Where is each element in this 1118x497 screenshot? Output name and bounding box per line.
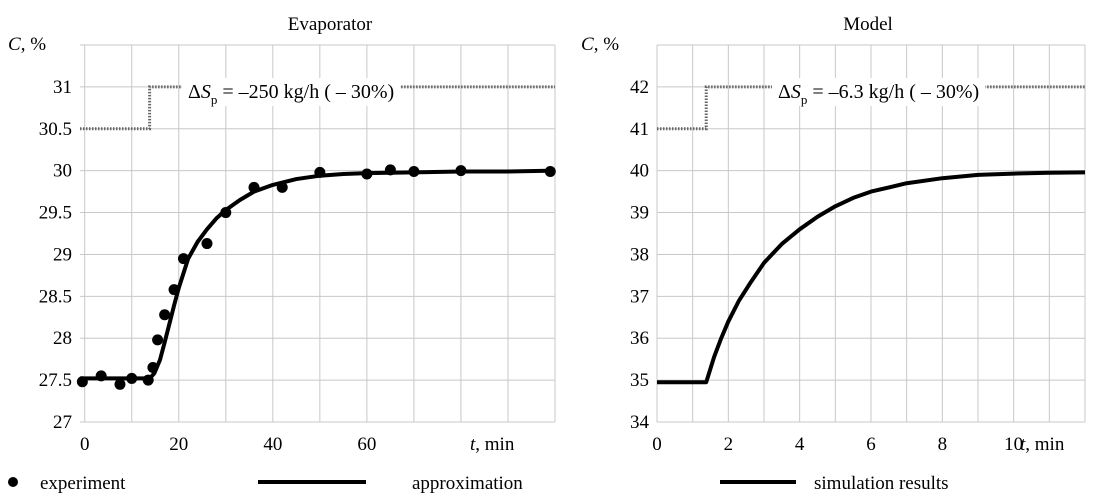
legend: experiment approximation simulation resu…: [8, 473, 949, 494]
experiment-point: [545, 166, 556, 177]
y-tick-label: 28: [53, 328, 72, 349]
x-tick-label: 2: [724, 434, 734, 455]
experiment-point: [220, 207, 231, 218]
y-tick-label: 30.5: [39, 119, 72, 140]
evaporator-chart: Evaporator C, % 27 27.5 28 28.5 29 29.5 30 30.5 31…: [8, 14, 556, 455]
experiment-point: [126, 373, 137, 384]
experiment-point: [77, 376, 88, 387]
experiment-point: [361, 169, 372, 180]
x-axis-label: t, min: [470, 434, 515, 455]
experiment-point: [178, 253, 189, 264]
y-tick-label: 41: [630, 119, 649, 140]
x-tick-label: 0: [652, 434, 662, 455]
x-axis-label: t, min: [1020, 434, 1065, 455]
chart-title: Evaporator: [288, 14, 373, 35]
x-tick-label: 4: [795, 434, 805, 455]
y-axis-label: C, %: [8, 34, 46, 55]
experiment-point: [169, 284, 180, 295]
y-tick-label: 42: [630, 77, 649, 98]
series-line-approximation: [80, 171, 555, 379]
legend-experiment-marker: [8, 477, 18, 487]
experiment-point: [96, 370, 107, 381]
experiment-point: [408, 166, 419, 177]
x-tick-label: 40: [263, 434, 282, 455]
experiment-point: [159, 309, 170, 320]
experiment-point: [152, 334, 163, 345]
experiment-point: [143, 375, 154, 386]
y-tick-label: 28.5: [39, 286, 72, 307]
legend-approximation-label: approximation: [412, 473, 523, 494]
experiment-point: [201, 238, 212, 249]
y-tick-label: 38: [630, 244, 649, 265]
y-tick-label: 31: [53, 77, 72, 98]
y-tick-label: 39: [630, 203, 649, 224]
experiment-point: [314, 167, 325, 178]
experiment-point: [147, 362, 158, 373]
y-axis-label: C, %: [581, 34, 619, 55]
experiment-point: [277, 182, 288, 193]
y-tick-label: 40: [630, 161, 649, 182]
y-tick-label: 35: [630, 370, 649, 391]
experiment-point: [114, 379, 125, 390]
x-tick-label: 0: [80, 434, 90, 455]
y-tick-label: 27: [53, 412, 72, 433]
legend-experiment-label: experiment: [40, 473, 126, 494]
y-tick-label: 30: [53, 161, 72, 182]
y-tick-label: 29.5: [39, 203, 72, 224]
chart-title: Model: [843, 14, 893, 35]
experiment-point: [385, 164, 396, 175]
y-tick-label: 37: [630, 286, 649, 307]
y-tick-label: 27.5: [39, 370, 72, 391]
x-tick-label: 6: [866, 434, 876, 455]
legend-simulation-label: simulation results: [814, 473, 949, 494]
x-tick-label: 60: [357, 434, 376, 455]
x-tick-label: 8: [938, 434, 948, 455]
x-tick-label: 20: [169, 434, 188, 455]
y-tick-label: 36: [630, 328, 649, 349]
experiment-point: [455, 165, 466, 176]
experiment-point: [249, 182, 260, 193]
y-tick-label: 29: [53, 244, 72, 265]
y-tick-label: 34: [630, 412, 650, 433]
